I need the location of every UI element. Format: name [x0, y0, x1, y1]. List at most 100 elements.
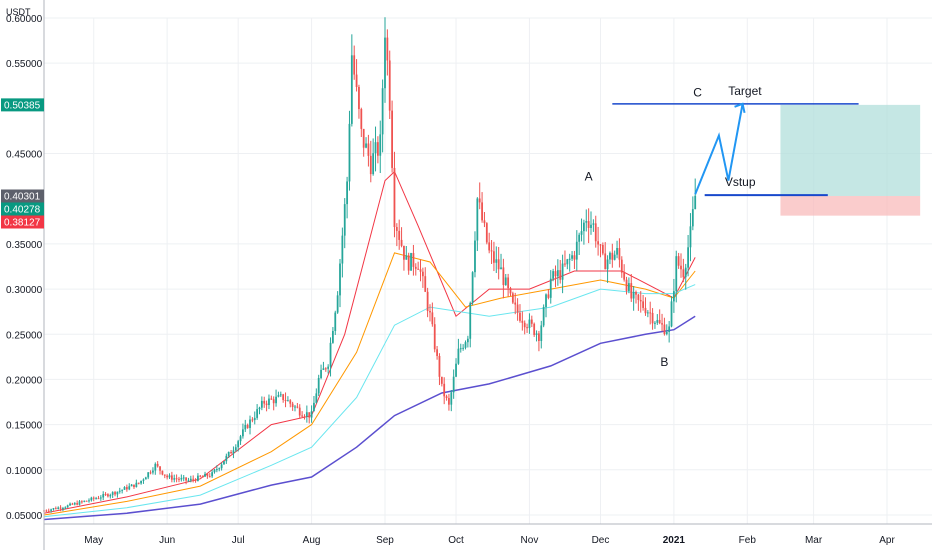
- candle-body: [301, 415, 304, 417]
- candle-body: [689, 226, 692, 248]
- candle-body: [104, 494, 107, 496]
- candle-body: [455, 363, 457, 377]
- candle-body: [92, 497, 95, 499]
- candle-body: [651, 312, 654, 324]
- candle-body: [514, 302, 517, 305]
- candle-body: [471, 272, 474, 303]
- candle-body: [194, 479, 197, 481]
- candle-body: [561, 263, 564, 280]
- candle-body: [182, 477, 185, 479]
- candle-body: [83, 500, 86, 502]
- candle-body: [54, 508, 57, 510]
- chart-grid: [44, 17, 932, 524]
- candle-body: [642, 301, 645, 308]
- candle-body: [277, 395, 280, 397]
- candle-body: [223, 461, 225, 465]
- candle-body: [125, 487, 128, 490]
- candle-body: [192, 478, 195, 480]
- candle-body: [73, 503, 76, 505]
- candle-body: [649, 312, 652, 314]
- candle-body: [403, 245, 405, 260]
- candle-body: [263, 400, 266, 404]
- price-tag-label: 0.40301: [4, 191, 41, 202]
- moving-average-line: [43, 170, 696, 514]
- candle-body: [597, 241, 600, 245]
- candle-body: [677, 256, 680, 266]
- candle-body: [637, 294, 640, 300]
- moving-average-line: [43, 252, 696, 516]
- x-tick-label: 2021: [663, 535, 686, 546]
- candle-body: [166, 475, 169, 478]
- candle-body: [279, 394, 282, 396]
- price-tag: [1, 202, 44, 216]
- candle-body: [549, 278, 552, 298]
- candle-body: [341, 235, 344, 264]
- candle-body: [275, 396, 277, 404]
- candle-body: [528, 319, 531, 329]
- candle-body: [665, 331, 668, 335]
- annotation-label: Vstup: [725, 175, 756, 189]
- annotation-label: B: [660, 355, 668, 369]
- candle-body: [566, 259, 569, 265]
- candle-body: [485, 223, 488, 243]
- candle-body: [116, 491, 119, 495]
- candle-body: [251, 419, 254, 421]
- projection-arrowhead: [734, 102, 746, 114]
- y-tick-label: 0.30000: [6, 285, 43, 296]
- candle-body: [509, 288, 512, 294]
- candle-body: [294, 406, 296, 408]
- candle-body: [568, 258, 571, 260]
- candle-body: [488, 242, 491, 251]
- candle-body: [121, 489, 124, 491]
- x-tick-label: Aug: [303, 535, 321, 546]
- candle-body: [440, 376, 443, 384]
- projection-path: [694, 103, 744, 195]
- annotation-label: A: [585, 170, 593, 184]
- candle-body: [504, 277, 507, 286]
- candle-body: [668, 326, 671, 332]
- price-axis[interactable]: 0.05000 0.10000 0.15000 0.20000 0.25000 0.300…: [6, 0, 45, 550]
- candle-body: [687, 247, 689, 268]
- candle-body: [109, 494, 112, 497]
- y-tick-label: 0.60000: [6, 14, 43, 25]
- candle-body: [268, 398, 270, 406]
- price-tag: [1, 215, 44, 229]
- candle-body: [147, 472, 150, 478]
- candle-body: [296, 406, 299, 408]
- candle-body: [663, 324, 666, 335]
- candle-body: [675, 256, 678, 292]
- candle-body: [592, 223, 595, 225]
- candle-body: [244, 424, 247, 430]
- candle-body: [249, 419, 251, 428]
- candle-body: [144, 477, 147, 480]
- chart-drawings[interactable]: A B C Target Vstup: [585, 84, 859, 369]
- candle-body: [358, 86, 360, 110]
- candle-body: [457, 348, 460, 364]
- candle-body: [336, 295, 339, 313]
- candle-body: [599, 244, 602, 246]
- candle-body: [680, 265, 682, 270]
- candle-body: [670, 301, 673, 327]
- candle-body: [431, 312, 434, 325]
- position-zones[interactable]: [780, 104, 921, 216]
- candle-body: [206, 473, 209, 477]
- candle-body: [123, 487, 126, 490]
- candle-body: [542, 307, 545, 326]
- x-tick-label: Feb: [739, 535, 757, 546]
- candle-body: [384, 37, 386, 89]
- candle-body: [511, 293, 514, 303]
- candle-body: [199, 475, 202, 477]
- candle-body: [102, 494, 105, 498]
- candle-body: [246, 424, 249, 428]
- y-tick-label: 0.15000: [6, 421, 43, 432]
- candle-body: [516, 304, 519, 313]
- candle-body: [237, 441, 240, 448]
- candle-body: [691, 209, 694, 227]
- candle-body: [523, 322, 526, 328]
- candle-body: [204, 473, 206, 477]
- time-axis[interactable]: May Jun Jul Aug Sep Oct Nov Dec 2021 Feb Mar Apr: [44, 523, 932, 546]
- candle-body: [69, 503, 71, 506]
- candle-body: [469, 302, 472, 339]
- candle-body: [376, 142, 379, 156]
